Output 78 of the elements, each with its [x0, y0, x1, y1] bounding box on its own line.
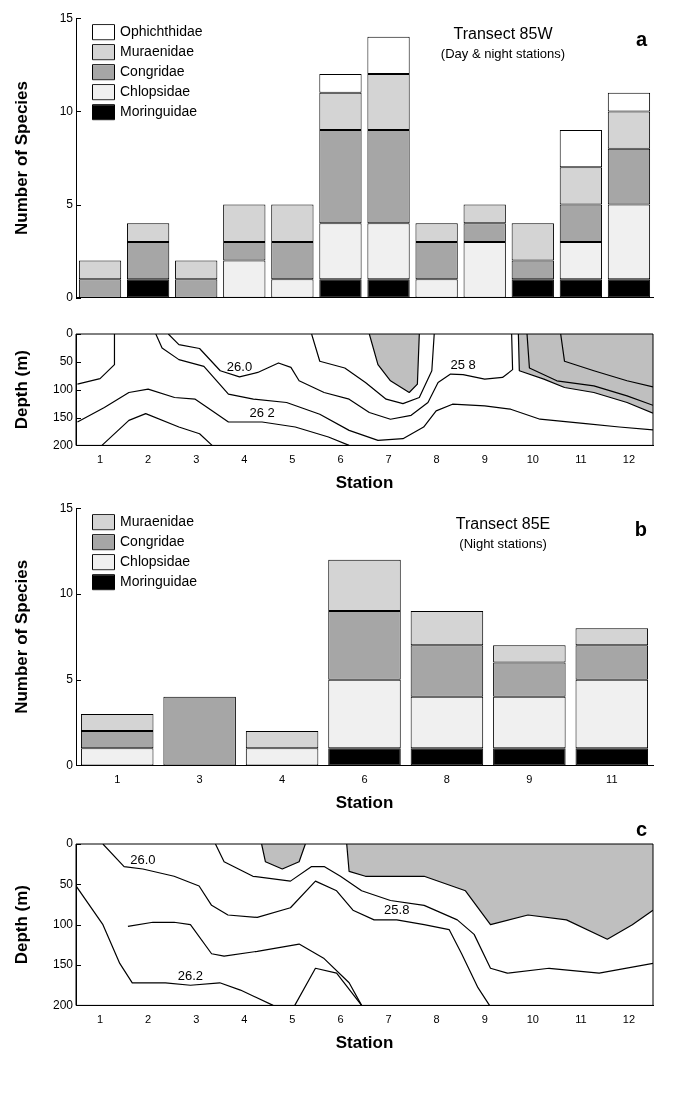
legend-label: Chlopsidae [120, 83, 191, 100]
chart-title: Transect 85E [455, 514, 551, 532]
x-tick-label: 6 [337, 1013, 344, 1026]
y-tick-label: 15 [59, 500, 74, 515]
text: (Night stations) [459, 535, 547, 551]
x-tick-label: 1 [114, 773, 121, 786]
legend-label: Muraenidae [120, 513, 195, 530]
annotation: 26 2 [249, 404, 275, 420]
text: (Day & night stations) [440, 45, 566, 61]
y-tick-label: 5 [66, 671, 74, 686]
x-tick-label: 4 [241, 1013, 248, 1026]
text: c [635, 817, 647, 840]
x-tick-label: 9 [526, 773, 533, 786]
y-tick-label: 0 [66, 326, 74, 341]
x-axis-title: Station [335, 793, 394, 813]
x-tick-label: 11 [575, 1013, 587, 1026]
y-tick-label: 100 [52, 382, 74, 397]
x-tick-label: 6 [361, 773, 368, 786]
y-tick-label: 150 [52, 409, 74, 424]
x-tick-label: 1 [96, 453, 104, 466]
legend-label: Congridae [120, 63, 185, 80]
annotation: 25 8 [450, 357, 476, 373]
x-tick-label: 3 [193, 1013, 200, 1026]
legend-label: Chlopsidae [120, 553, 191, 570]
annotation: 26.2 [177, 967, 204, 983]
y-axis-title: Number of Species [11, 559, 31, 714]
x-tick-label: 1 [96, 1013, 104, 1026]
y-tick-label: 10 [59, 103, 74, 118]
legend-label: Moringuidae [120, 573, 198, 590]
y-tick-label: 0 [66, 836, 74, 851]
x-tick-label: 2 [145, 453, 152, 466]
x-tick-label: 7 [385, 1013, 392, 1026]
y-tick-label: 150 [52, 957, 74, 972]
legend-label: Congridae [120, 533, 185, 550]
x-tick-label: 3 [196, 773, 203, 786]
x-tick-label: 5 [289, 1013, 296, 1026]
legend-label: Muraenidae [120, 43, 195, 60]
y-tick-label: 0 [66, 290, 74, 305]
x-tick-label: 10 [526, 453, 539, 466]
x-tick-label: 9 [481, 453, 488, 466]
chart-title: Transect 85W [453, 24, 554, 42]
y-tick-label: 5 [66, 196, 74, 211]
x-tick-label: 8 [433, 1013, 440, 1026]
x-axis-title: Station [335, 473, 394, 493]
annotation: 25.8 [384, 902, 410, 918]
y-tick-label: 200 [52, 437, 74, 452]
y-axis-title: Depth (m) [11, 885, 31, 965]
x-tick-label: 8 [443, 773, 450, 786]
x-tick-label: 3 [193, 453, 200, 466]
x-tick-label: 2 [145, 1013, 152, 1026]
x-tick-label: 6 [337, 453, 344, 466]
legend-label: Ophichthidae [120, 23, 203, 40]
x-tick-label: 4 [241, 453, 248, 466]
y-tick-label: 50 [59, 876, 74, 891]
x-tick-label: 7 [385, 453, 392, 466]
x-axis-title: Station [335, 1033, 394, 1053]
x-tick-label: 12 [622, 1013, 636, 1026]
x-tick-label: 4 [279, 773, 286, 786]
x-tick-label: 11 [606, 773, 618, 786]
y-tick-label: 50 [59, 354, 74, 369]
y-tick-label: 100 [52, 917, 74, 932]
annotation: 26.0 [226, 359, 253, 375]
y-axis-title: Depth (m) [11, 350, 31, 430]
annotation: b [634, 517, 647, 540]
y-tick-label: 15 [59, 10, 74, 25]
annotation: a [635, 27, 648, 50]
y-tick-label: 10 [59, 586, 74, 601]
annotation: 26.0 [130, 851, 156, 867]
x-tick-label: 8 [433, 453, 440, 466]
x-tick-label: 11 [575, 453, 587, 466]
y-tick-label: 0 [66, 757, 74, 772]
x-tick-label: 10 [526, 1013, 539, 1026]
x-tick-label: 9 [481, 1013, 488, 1026]
y-axis-title: Number of Species [11, 81, 31, 235]
legend-label: Moringuidae [120, 103, 198, 120]
x-tick-label: 12 [622, 453, 636, 466]
x-tick-label: 5 [289, 453, 296, 466]
y-tick-label: 200 [52, 997, 74, 1012]
